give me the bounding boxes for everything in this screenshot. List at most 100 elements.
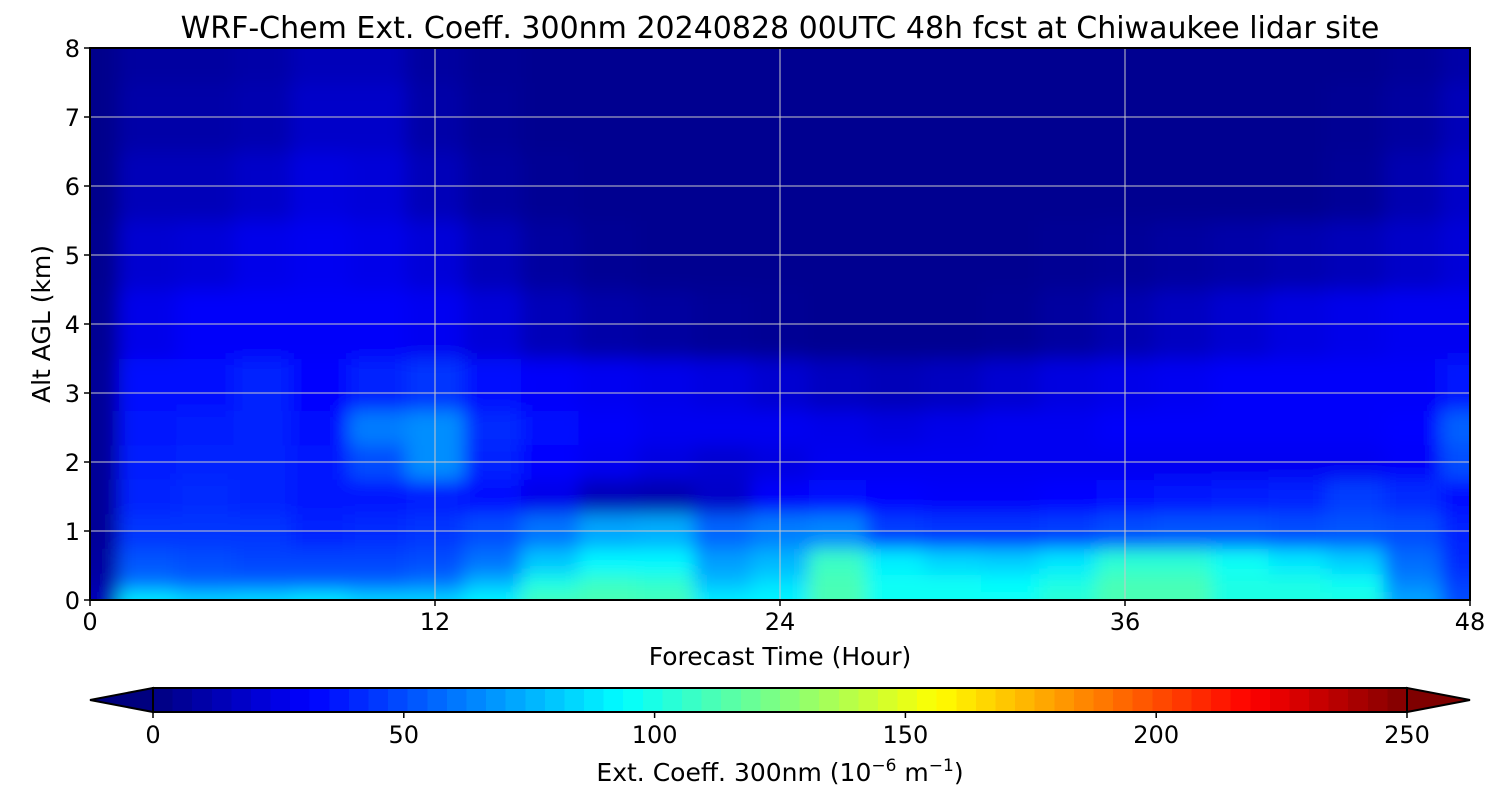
heatmap-cell — [1384, 479, 1442, 514]
heatmap-cell — [1384, 0, 1442, 83]
heatmap-cell — [1039, 479, 1097, 514]
heatmap-cell — [1039, 574, 1097, 592]
heatmap-cell — [234, 410, 292, 445]
heatmap-cell — [521, 548, 579, 574]
colorbar-extend-low — [90, 688, 153, 712]
heatmap-cell — [349, 359, 407, 411]
heatmap-cell — [176, 591, 234, 669]
heatmap-cell — [349, 410, 407, 445]
heatmap-cell — [291, 410, 349, 445]
colorbar-tick-label: 250 — [1384, 721, 1430, 749]
heatmap-cell — [176, 548, 234, 574]
heatmap-cell — [464, 574, 522, 592]
heatmap-cell — [866, 574, 924, 592]
heatmap-cell — [291, 548, 349, 574]
heatmap-cell — [981, 479, 1039, 514]
chart-title: WRF-Chem Ext. Coeff. 300nm 20240828 00UT… — [181, 11, 1380, 46]
heatmap-cell — [521, 479, 579, 514]
heatmap-cell — [1326, 574, 1384, 592]
heatmap-cell — [1326, 410, 1384, 445]
heatmap-cell — [636, 410, 694, 445]
heatmap-cell — [694, 410, 752, 445]
heatmap-cell — [694, 479, 752, 514]
heatmap-cell — [349, 479, 407, 514]
y-tick-label: 8 — [65, 35, 80, 63]
heatmap-cell — [1384, 410, 1442, 445]
heatmap-cell — [1269, 479, 1327, 514]
heatmap-cell — [521, 410, 579, 445]
heatmap-cell — [1326, 359, 1384, 411]
heatmap-cell — [1269, 591, 1327, 669]
heatmap-cell — [119, 574, 177, 592]
heatmap-cell — [924, 359, 982, 411]
heatmap-cell — [1211, 359, 1269, 411]
heatmap-cell — [809, 359, 867, 411]
heatmap-cell — [809, 410, 867, 445]
heatmap-cell — [809, 574, 867, 592]
heatmap-cell — [1269, 574, 1327, 592]
heatmap-cell — [636, 479, 694, 514]
heatmap-cell — [119, 548, 177, 574]
heatmap-cell — [119, 591, 177, 669]
heatmap-cell — [176, 574, 234, 592]
colorbar-gradient — [153, 688, 1407, 712]
heatmap-cell — [1154, 410, 1212, 445]
heatmap-cell — [1039, 548, 1097, 574]
heatmap-cell — [521, 574, 579, 592]
heatmap-cell — [1269, 410, 1327, 445]
heatmap-cell — [291, 479, 349, 514]
heatmap-cell — [1211, 479, 1269, 514]
heatmap-cell — [1384, 574, 1442, 592]
heatmap-cell — [1154, 548, 1212, 574]
heatmap-cell — [866, 479, 924, 514]
heatmap-cell — [464, 410, 522, 445]
heatmap-cell — [464, 548, 522, 574]
heatmap-cell — [1269, 548, 1327, 574]
x-tick-label: 24 — [765, 608, 796, 636]
heatmap-cell — [1326, 479, 1384, 514]
heatmap-cell — [1039, 591, 1097, 669]
heatmap-cell — [1211, 410, 1269, 445]
heatmap-cell — [1154, 479, 1212, 514]
heatmap-cell — [694, 548, 752, 574]
heatmap-cell — [579, 479, 637, 514]
heatmap-cell — [119, 479, 177, 514]
heatmap-cell — [234, 359, 292, 411]
heatmap-cell — [636, 574, 694, 592]
heatmap-cell — [579, 548, 637, 574]
heatmap-cell — [1269, 359, 1327, 411]
y-tick-label: 0 — [65, 587, 80, 615]
heatmap-cell — [1326, 591, 1384, 669]
heatmap-cell — [579, 359, 637, 411]
heatmap-cell — [521, 591, 579, 669]
y-tick-label: 5 — [65, 242, 80, 270]
heatmap-cell — [176, 479, 234, 514]
heatmap-cell — [866, 410, 924, 445]
colorbar-tick-label: 150 — [882, 721, 928, 749]
heatmap-cell — [1154, 591, 1212, 669]
heatmap-cell — [176, 359, 234, 411]
heatmap-cell — [694, 359, 752, 411]
heatmap-cell — [119, 359, 177, 411]
heatmap-cell — [924, 410, 982, 445]
heatmap-cell — [234, 591, 292, 669]
heatmap-cell — [291, 359, 349, 411]
heatmap-cell — [291, 574, 349, 592]
heatmap-cell — [694, 574, 752, 592]
heatmap-cell — [234, 574, 292, 592]
heatmap-cell — [349, 574, 407, 592]
heatmap-cell — [579, 574, 637, 592]
heatmap-cell — [1039, 410, 1097, 445]
y-tick-label: 2 — [65, 449, 80, 477]
y-tick-label: 7 — [65, 104, 80, 132]
y-tick-label: 1 — [65, 518, 80, 546]
y-tick-label: 3 — [65, 380, 80, 408]
heatmap-cell — [464, 591, 522, 669]
heatmap-cell — [981, 410, 1039, 445]
heatmap-cell — [349, 548, 407, 574]
heatmap-cell — [981, 574, 1039, 592]
heatmap-cell — [924, 479, 982, 514]
heatmap-cell — [1326, 548, 1384, 574]
